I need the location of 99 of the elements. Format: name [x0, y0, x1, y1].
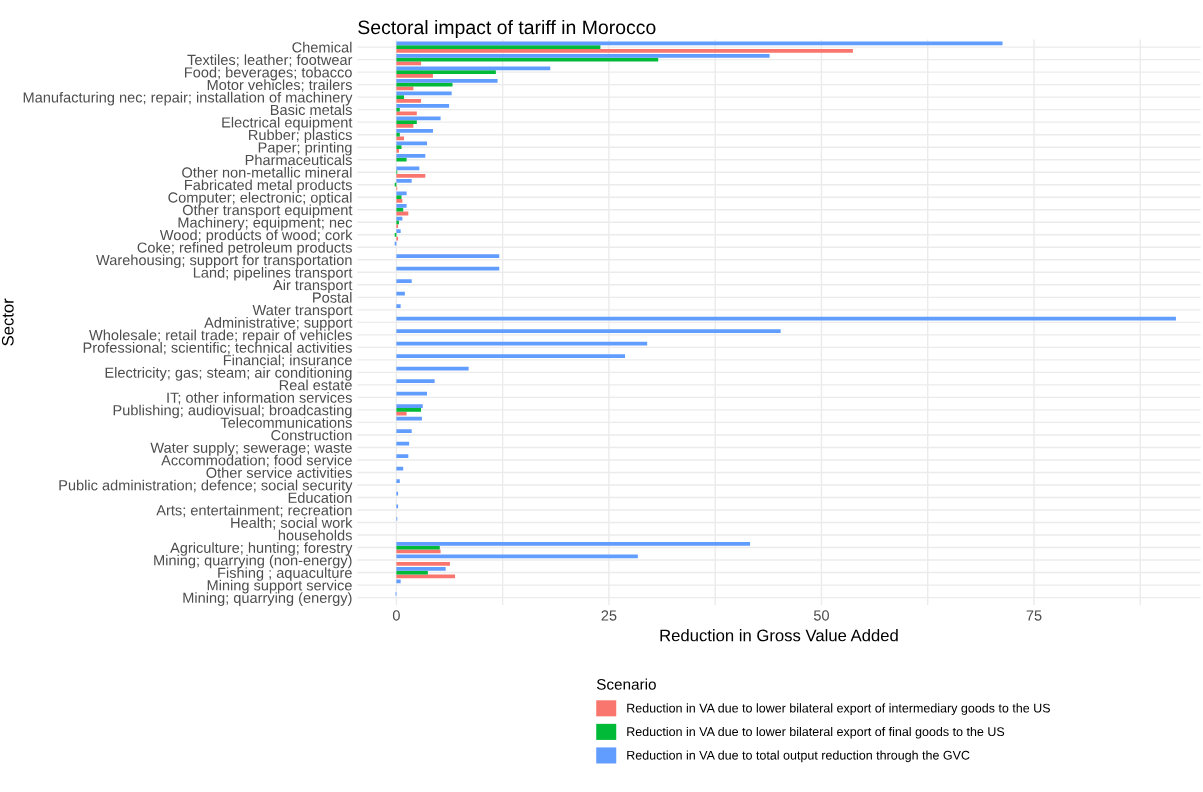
bar [396, 53, 770, 58]
bar [396, 104, 450, 108]
x-axis-title: Reduction in Gross Value Added [660, 629, 898, 642]
bar [396, 404, 423, 409]
bar [396, 129, 433, 133]
bar [396, 229, 401, 233]
bar [396, 179, 412, 183]
bar [396, 124, 414, 128]
bar [396, 74, 433, 78]
y-tick-label: Postal [313, 292, 352, 303]
bar [396, 107, 400, 112]
y-tick-label: Computer; electronic; optical [168, 191, 352, 206]
bar [396, 149, 399, 153]
y-tick-label: Motor vehicles; trailers [207, 79, 352, 92]
bar [396, 45, 601, 49]
bar [396, 366, 469, 371]
bar [396, 82, 453, 87]
y-tick-label: Fishing ; aquaculture [218, 567, 352, 581]
bar [396, 466, 404, 471]
y-tick-label: Mining; quarrying (non-energy) [154, 554, 352, 569]
bar [396, 354, 626, 358]
bar [396, 411, 407, 416]
legend-label: Reduction in VA due to lower bilateral export of intermediary goods to the US [627, 703, 1050, 715]
bar [396, 132, 400, 137]
bar [396, 204, 407, 208]
bar [396, 61, 422, 66]
bar [396, 145, 402, 150]
y-tick-label: Manufacturing nec; repair; installation of machinery [23, 91, 353, 106]
legend-label: Reduction in VA due to total output reduction through the GVC [627, 750, 970, 763]
y-tick-label: households [278, 529, 352, 541]
x-tick-label: 0 [392, 610, 400, 621]
bar [396, 207, 404, 212]
y-tick-label: Agriculture; hunting; forestry [170, 542, 353, 556]
bar [396, 408, 422, 412]
y-axis-title: Sector [1, 298, 14, 346]
y-tick-label: Pharmaceuticals [245, 154, 352, 166]
y-tick-label: Construction [271, 429, 352, 441]
y-tick-label: Air transport [273, 279, 353, 294]
bar [396, 479, 400, 484]
bar [396, 48, 853, 53]
bar [396, 70, 496, 74]
bar [396, 574, 456, 579]
legend-label: Reduction in VA due to lower bilateral export of final goods to the US [627, 726, 1005, 739]
y-tick-label: Other non-metallic mineral [182, 166, 352, 178]
y-tick-label: Professional; scientific; technical activities [83, 342, 352, 355]
y-tick-label: Accommodation; food service [161, 454, 352, 468]
y-tick-label: Chemical [292, 41, 352, 53]
y-tick-label: Basic metals [270, 104, 352, 116]
bar [396, 279, 412, 283]
bar [396, 554, 638, 559]
bar [396, 329, 781, 333]
y-tick-label: Public administration; defence; social security [59, 479, 353, 494]
x-tick-label: 75 [1026, 610, 1042, 621]
y-tick-label: Electricity; gas; steam; air conditioning [105, 367, 352, 381]
bar [396, 154, 426, 158]
y-tick-label: Land; pipelines transport [193, 267, 353, 281]
bar [396, 416, 422, 421]
bar [396, 561, 450, 566]
bar [396, 174, 426, 178]
y-tick-label: Textiles; leather; footwear [187, 54, 353, 67]
bar [396, 254, 500, 258]
y-tick-label: Water supply; sewerage; waste [150, 442, 352, 456]
bar [396, 199, 403, 203]
x-tick-label: 25 [601, 610, 617, 621]
bar [396, 429, 412, 434]
y-tick-label: Coke; refined petroleum products [137, 242, 352, 256]
y-tick-label: Other service activities [206, 467, 352, 478]
bar [396, 579, 401, 584]
y-tick-label: Paper; printing [258, 141, 352, 156]
bar [396, 79, 498, 83]
y-tick-label: Health; social work [231, 517, 353, 530]
bar [396, 120, 417, 125]
y-tick-label: Telecommunications [220, 417, 352, 428]
y-tick-label: Real estate [279, 379, 352, 391]
bar [396, 541, 751, 546]
y-tick-label: Rubber; plastics [249, 129, 352, 143]
legend-title: Scenario [596, 678, 656, 690]
bar [396, 304, 401, 308]
x-tick-label: 50 [813, 610, 829, 621]
bar [396, 441, 410, 446]
bar [396, 454, 409, 459]
bar [396, 41, 1003, 46]
bar [396, 195, 402, 200]
bar [396, 391, 427, 396]
y-tick-label: Education [288, 492, 352, 503]
y-tick-label: Arts; entertainment; recreation [156, 504, 352, 518]
y-tick-label: Administrative; support [204, 317, 353, 331]
chart-title: Sectoral impact of tariff in Morocco [358, 19, 656, 39]
bar [396, 66, 551, 71]
bar [396, 157, 407, 162]
bar [396, 566, 446, 571]
y-tick-label: Financial; insurance [223, 354, 352, 368]
bar [396, 95, 405, 100]
bar [396, 549, 441, 554]
y-tick-label: IT; other information services [167, 392, 352, 405]
bar [396, 220, 399, 225]
bar [396, 379, 435, 384]
bar [396, 99, 422, 103]
y-tick-label: Mining; quarrying (energy) [183, 592, 352, 606]
